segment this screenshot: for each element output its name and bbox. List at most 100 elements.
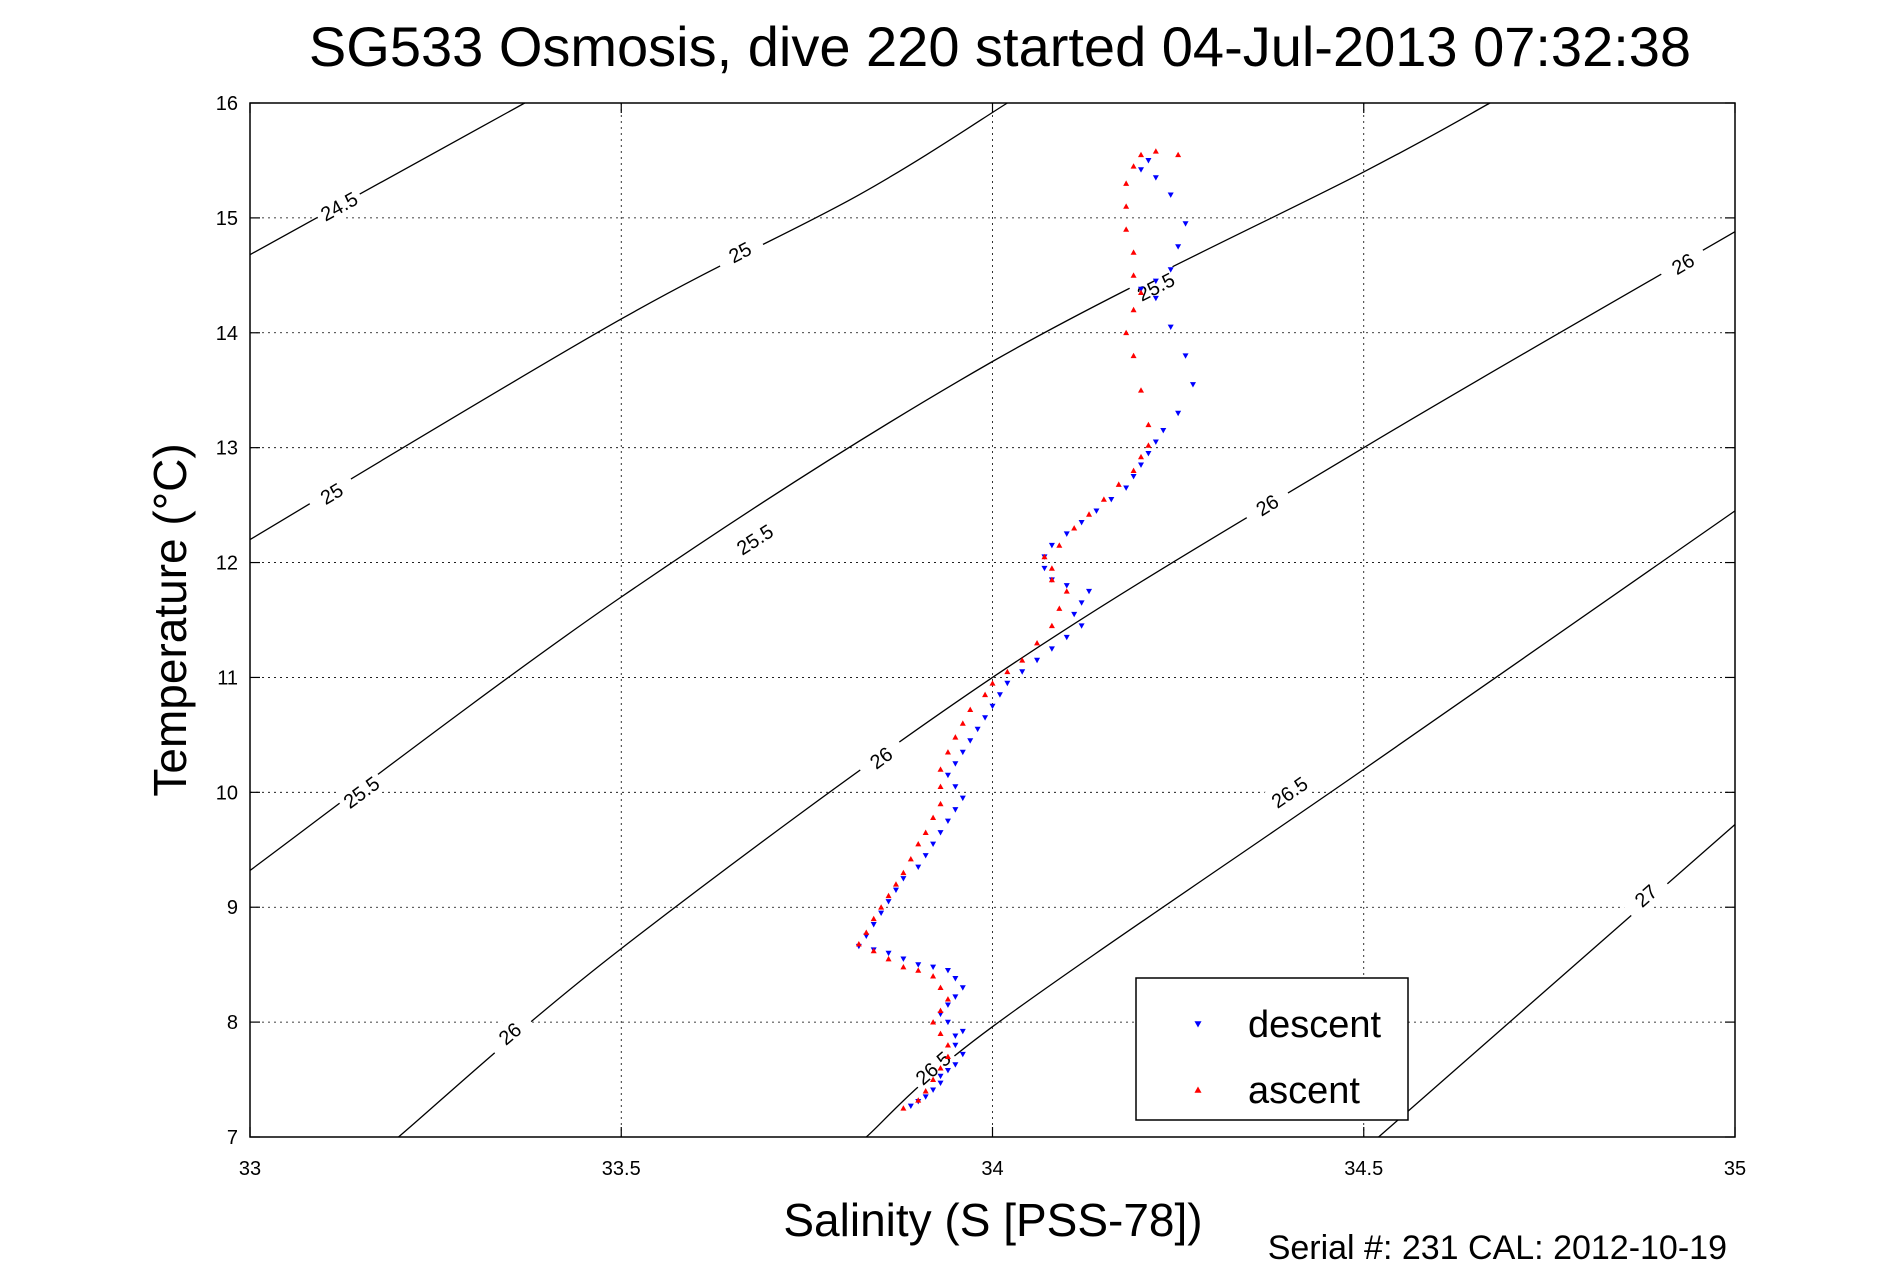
isopycnal-line xyxy=(1378,824,1736,1138)
contour-label-bg xyxy=(333,766,388,817)
descent-point xyxy=(959,1028,966,1035)
ascent-point xyxy=(1145,421,1152,428)
descent-point xyxy=(1167,324,1174,331)
ascent-point xyxy=(937,766,944,772)
ascent-point xyxy=(1048,622,1055,629)
ascent-point xyxy=(1152,148,1159,154)
isopycnal-line xyxy=(249,102,526,256)
legend-box xyxy=(1135,977,1409,1121)
legend: descent ascent xyxy=(1135,977,1409,1121)
descent-point xyxy=(944,1019,951,1026)
ascent-point xyxy=(915,841,922,847)
contour-label-bg xyxy=(303,469,359,517)
descent-point xyxy=(922,853,929,859)
ascent-point xyxy=(1138,289,1144,295)
x-tick-label: 33 xyxy=(239,1158,261,1180)
descent-point xyxy=(1167,192,1174,198)
ascent-point xyxy=(1048,576,1055,583)
descent-point xyxy=(982,715,989,721)
descent-point xyxy=(1175,410,1182,417)
x-tick-label: 34.5 xyxy=(1344,1158,1383,1180)
descent-point xyxy=(1063,583,1070,589)
descent-point xyxy=(1145,451,1152,457)
descent-point xyxy=(1138,462,1144,468)
ascent-point xyxy=(982,691,989,698)
y-tick-label: 16 xyxy=(216,93,238,115)
isopycnal-line xyxy=(249,102,1491,871)
descent-point xyxy=(907,1103,914,1109)
ascent-point xyxy=(870,915,877,922)
ascent-point xyxy=(915,1097,922,1103)
descent-point xyxy=(1078,519,1085,526)
descent-point xyxy=(952,761,959,767)
descent-point xyxy=(937,1080,944,1087)
descent-point xyxy=(870,922,877,928)
x-tick-label: 33.5 xyxy=(602,1158,641,1180)
ascent-point xyxy=(922,1088,929,1094)
ascent-point xyxy=(937,1065,944,1071)
y-tick-label: 7 xyxy=(227,1127,238,1149)
ascent-point xyxy=(878,904,885,910)
descent-point xyxy=(1152,278,1159,285)
ascent-point xyxy=(1041,553,1048,560)
contour-label-bg xyxy=(1239,480,1294,528)
contour-label-bg xyxy=(1618,869,1672,921)
ascent-point xyxy=(900,1105,907,1111)
descent-point xyxy=(952,1042,959,1049)
y-tick-label: 13 xyxy=(216,438,238,460)
ascent-point xyxy=(855,940,862,947)
descent-point xyxy=(930,841,937,848)
ascent-point xyxy=(989,680,996,686)
descent-point xyxy=(1182,353,1189,359)
ascent-point xyxy=(1004,668,1011,675)
ascent-point xyxy=(937,800,944,807)
ascent-point xyxy=(1019,657,1026,663)
ascent-point xyxy=(1175,151,1182,158)
descent-point xyxy=(1160,428,1167,434)
isopycnal-line xyxy=(249,102,1008,541)
ascent-point xyxy=(1056,605,1063,611)
descent-point xyxy=(989,703,996,710)
ascent-point xyxy=(1130,249,1137,255)
ascent-point xyxy=(1123,226,1130,232)
descent-point xyxy=(952,807,959,813)
descent-point xyxy=(1071,611,1078,618)
ascent-point xyxy=(1123,329,1130,336)
descent-point xyxy=(1063,531,1070,537)
y-tick-label: 9 xyxy=(227,897,238,919)
legend-items: descent ascent xyxy=(1194,1004,1382,1112)
ascent-point xyxy=(930,1076,937,1082)
axis-ticks xyxy=(249,102,1736,1138)
legend-label-ascent: ascent xyxy=(1248,1070,1360,1112)
ascent-point xyxy=(930,814,937,821)
ascent-point xyxy=(937,783,944,789)
data-series xyxy=(855,148,1196,1111)
descent-point xyxy=(900,956,907,962)
descent-point xyxy=(1048,542,1055,549)
descent-point xyxy=(952,1033,959,1039)
ascent-point xyxy=(1100,496,1107,502)
descent-point xyxy=(885,899,892,905)
ascent-point xyxy=(937,984,944,991)
contour-label-bg xyxy=(1128,263,1183,309)
y-tick-label: 12 xyxy=(216,553,238,575)
descent-point xyxy=(952,976,959,982)
descent-point xyxy=(959,985,966,991)
y-tick-label: 14 xyxy=(216,323,238,345)
ascent-point xyxy=(1138,387,1144,393)
descent-point xyxy=(1152,439,1159,445)
descent-point xyxy=(944,818,951,825)
contour-label-bg xyxy=(712,228,767,275)
ascent-point xyxy=(967,706,974,713)
ascent-point xyxy=(944,996,951,1002)
series-descent xyxy=(855,158,1196,1109)
ascent-point xyxy=(1048,565,1055,571)
ascent-point xyxy=(930,1019,937,1025)
ascent-point xyxy=(1130,306,1137,313)
x-tick-label: 34 xyxy=(981,1158,1003,1180)
descent-point xyxy=(1108,496,1115,503)
descent-point xyxy=(915,864,922,871)
contour-label-bg xyxy=(482,1007,536,1059)
